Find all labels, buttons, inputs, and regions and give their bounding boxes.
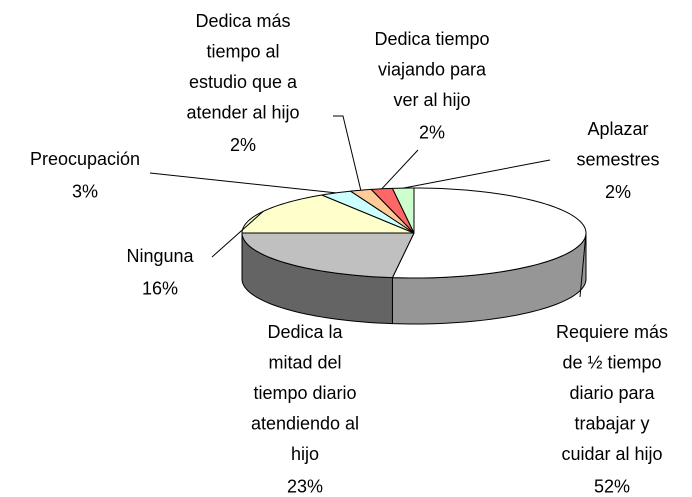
label-line: estudio que a	[189, 72, 298, 92]
label-line: atender al hijo	[186, 102, 299, 122]
value-label: 2%	[605, 182, 631, 202]
label-line: tiempo diario	[253, 383, 356, 403]
slice-label: Dedica la mitad del tiempo diario atendiend…	[251, 322, 359, 464]
leader-line	[333, 115, 362, 191]
label-line: mitad del	[268, 352, 341, 372]
label-line: Dedica más	[195, 11, 290, 31]
leader-line	[149, 172, 336, 194]
value-label: 3%	[72, 181, 98, 201]
label-line: diario para	[569, 383, 655, 403]
label-line: ver al hijo	[393, 90, 470, 110]
leader-line	[579, 235, 587, 298]
slice	[321, 190, 415, 234]
slice	[241, 232, 415, 279]
label-line: semestres	[576, 149, 659, 169]
label-line: Aplazar	[587, 119, 648, 139]
slice-label: Dedica tiempo viajando para ver al hijo	[374, 29, 489, 110]
value-label: 2%	[419, 122, 445, 142]
slice-label: Preocupación	[30, 149, 140, 169]
leader-line	[403, 159, 551, 189]
label-line: tiempo al	[206, 41, 279, 61]
slice-label: Dedica más tiempo al estudio que a atender …	[186, 11, 299, 123]
label-line: Dedica tiempo	[374, 29, 489, 49]
label-line: Dedica la	[267, 322, 343, 342]
value-label: 52%	[594, 476, 630, 496]
label-line: cuidar al hijo	[561, 444, 662, 464]
slice-label: Requiere más de ½ tiempo diario para trabaj…	[556, 322, 668, 464]
leader-line	[211, 210, 264, 258]
leader-line	[381, 149, 419, 190]
label-line: Preocupación	[30, 149, 140, 169]
label-line: atendiendo al	[251, 413, 359, 433]
label-line: de ½ tiempo	[562, 352, 661, 372]
value-label: 16%	[142, 278, 178, 298]
slice-label: Aplazar semestres	[576, 119, 659, 170]
value-label: 23%	[287, 476, 323, 496]
slice-label: Ninguna	[126, 246, 194, 266]
label-line: viajando para	[378, 59, 487, 79]
label-line: Requiere más	[556, 322, 668, 342]
label-line: hijo	[291, 444, 319, 464]
label-line: trabajar y	[574, 413, 649, 433]
label-line: Ninguna	[126, 246, 194, 266]
value-label: 2%	[230, 135, 256, 155]
